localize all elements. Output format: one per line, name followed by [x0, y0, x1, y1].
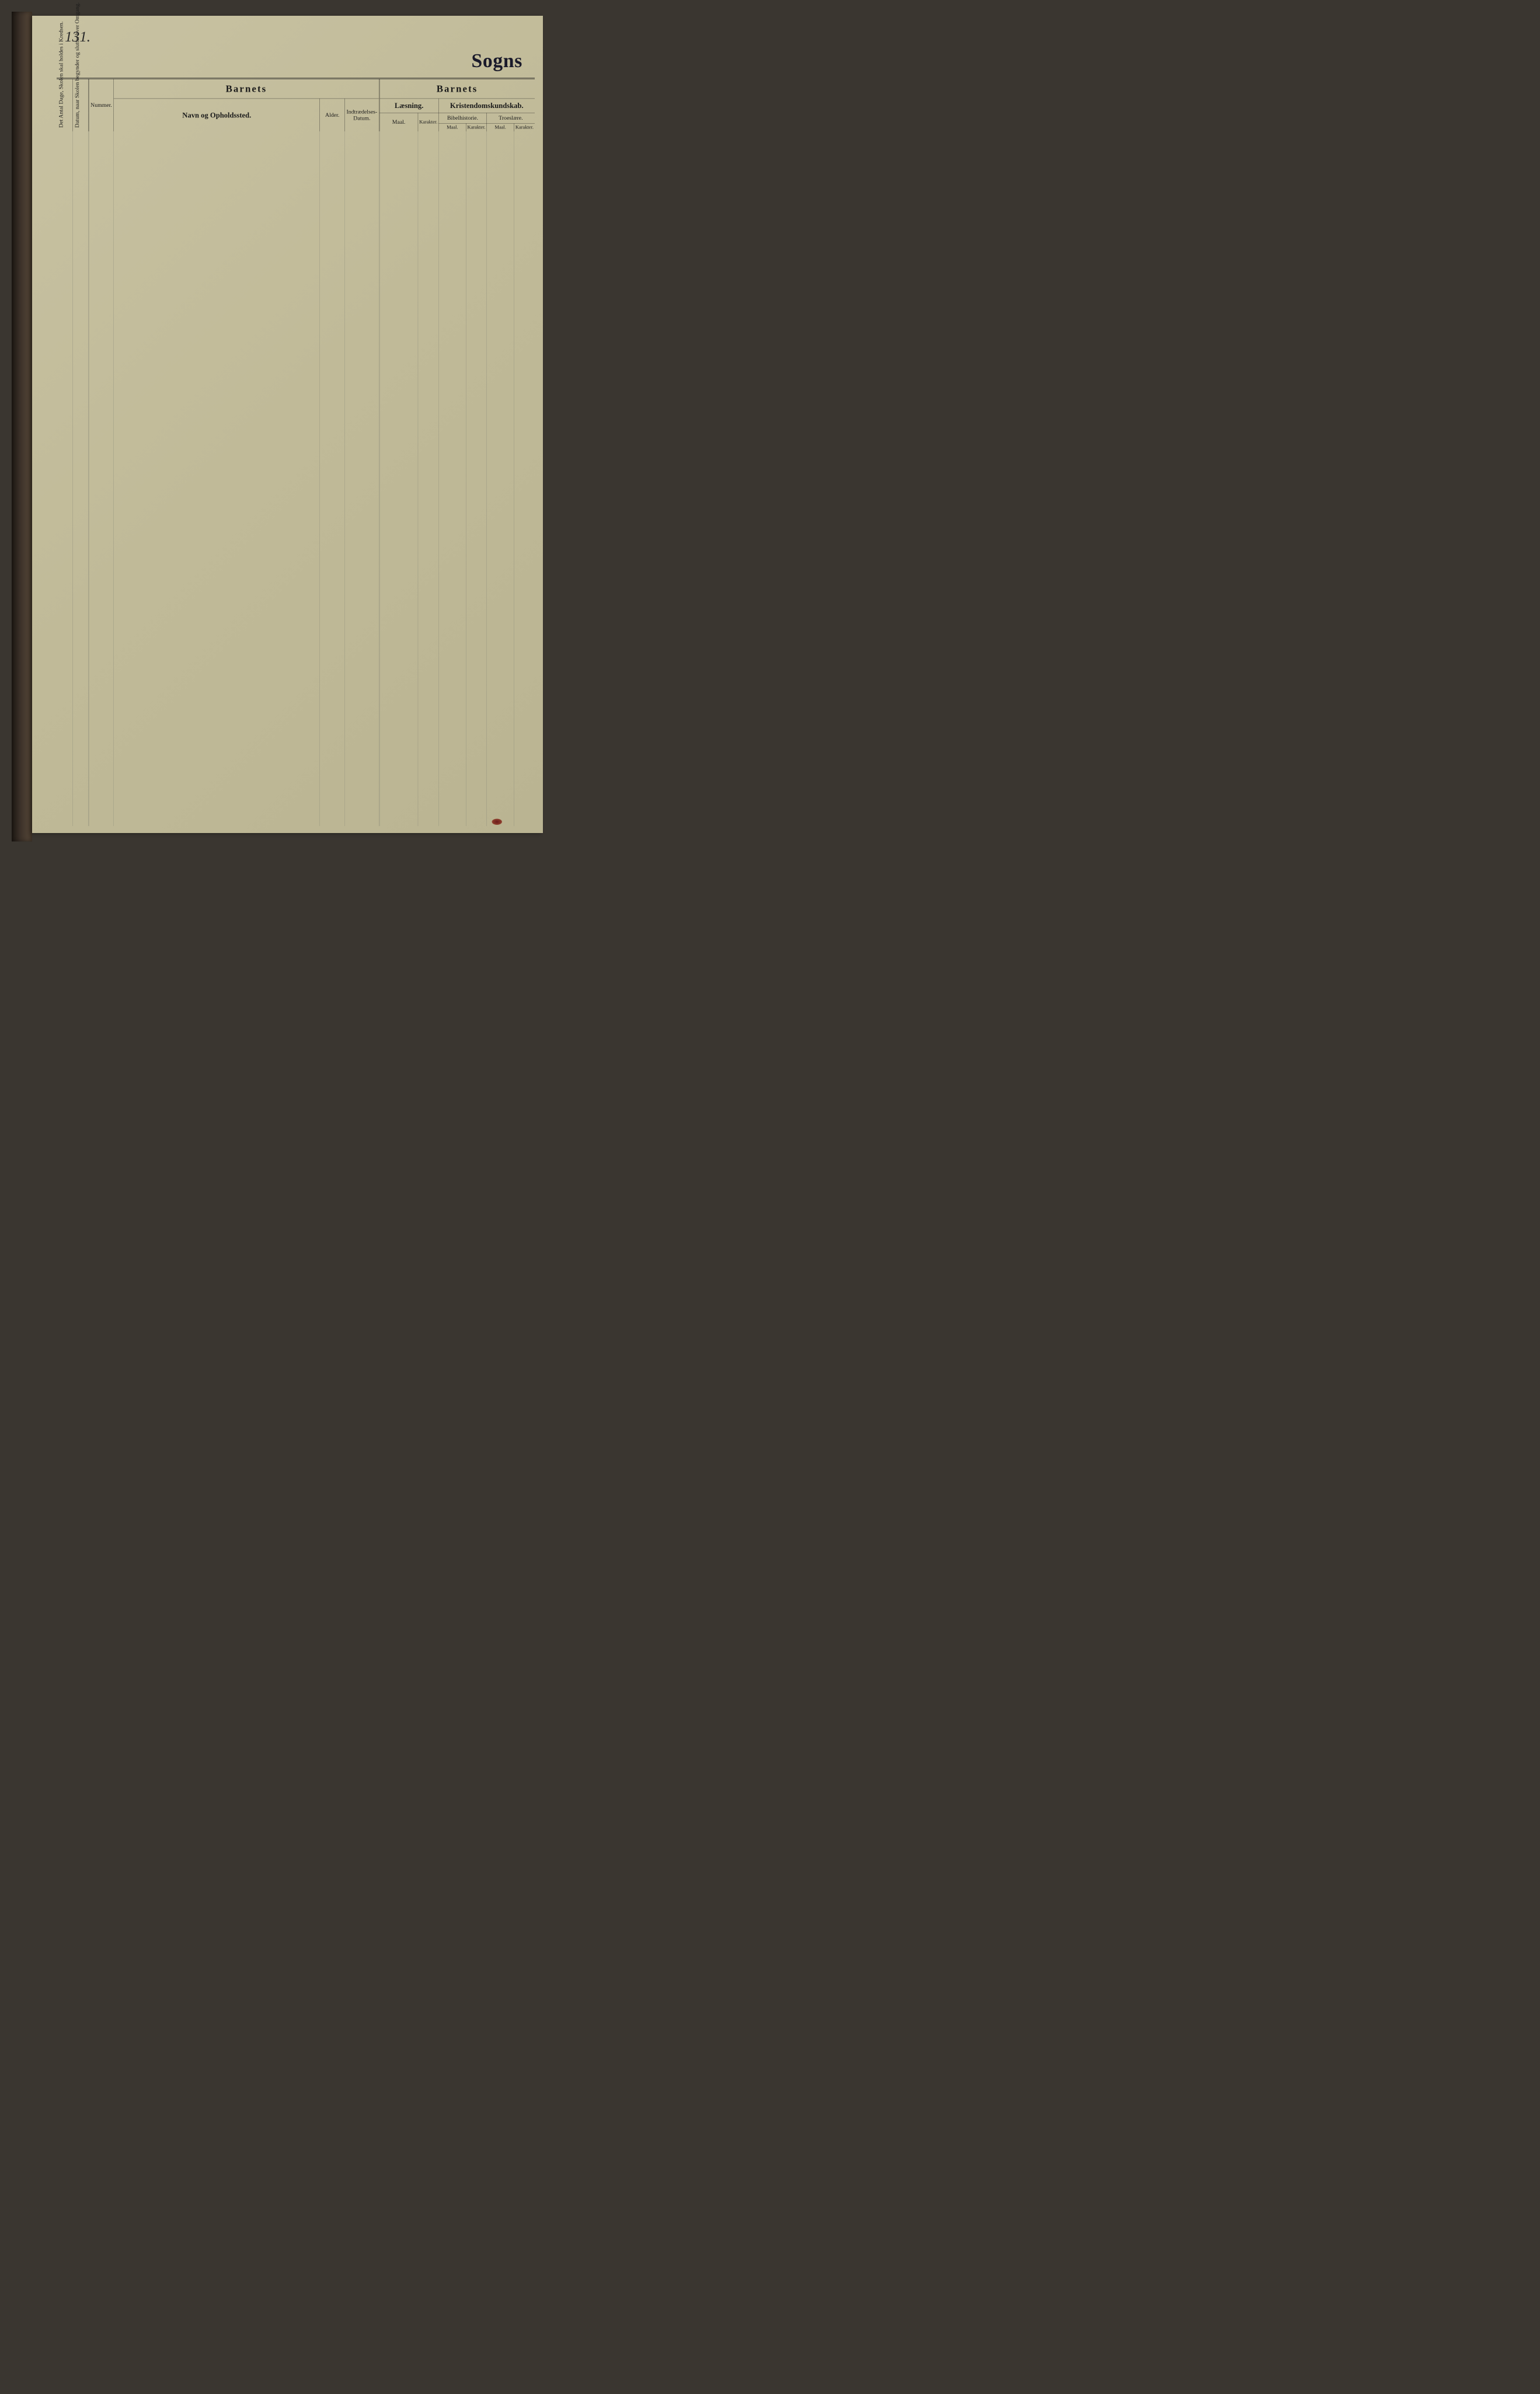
body-col-3	[89, 131, 114, 826]
header-bibel-maal: Maal.	[438, 123, 466, 131]
header-bibelhistorie: Bibelhistorie.	[438, 113, 486, 123]
header-troes-maal: Maal.	[487, 123, 514, 131]
book-spine	[12, 12, 32, 841]
header-laesning: Læsning.	[379, 99, 439, 113]
header-indtrae: Indtrædelses-Datum.	[345, 99, 379, 131]
header-troes-karakter: Karakter.	[514, 123, 535, 131]
body-col-8	[418, 131, 438, 826]
header-barnets-left: Barnets	[114, 79, 379, 99]
body-col-4	[114, 131, 320, 826]
header-nummer: Nummer.	[89, 79, 114, 132]
header-alder: Alder.	[320, 99, 345, 131]
body-col-5	[320, 131, 345, 826]
header-troeslaere: Troeslære.	[487, 113, 535, 123]
header-kristendom: Kristendomskundskab.	[438, 99, 535, 113]
body-col-11	[487, 131, 514, 826]
stain-mark	[492, 819, 503, 825]
body-col-12	[514, 131, 535, 826]
header-bibel-karakter: Karakter.	[466, 123, 486, 131]
ledger-table: Det Antal Dage, Skolen skal holdes i Kre…	[57, 79, 535, 827]
header-laesning-maal: Maal.	[379, 113, 419, 131]
header-barnets-right: Barnets	[379, 79, 535, 99]
body-col-6	[345, 131, 379, 826]
header-datum-skolen: Datum, naar Skolen begynder og slutter h…	[74, 81, 81, 130]
body-col-2	[72, 131, 88, 826]
header-laesning-karakter: Karakter.	[418, 113, 438, 131]
page-container: 131. Sogns	[12, 12, 542, 841]
body-col-9	[438, 131, 466, 826]
body-col-7	[379, 131, 419, 826]
page-title: Sogns	[57, 49, 535, 72]
body-col-1	[57, 131, 72, 826]
table-wrapper: Det Antal Dage, Skolen skal holdes i Kre…	[57, 78, 535, 826]
ledger-page: 131. Sogns	[32, 16, 543, 833]
header-antal-dage: Det Antal Dage, Skolen skal holdes i Kre…	[57, 81, 65, 130]
body-col-10	[466, 131, 486, 826]
page-number: 131.	[57, 28, 535, 45]
table-body	[57, 131, 535, 826]
table-header: Det Antal Dage, Skolen skal holdes i Kre…	[57, 79, 535, 132]
header-navn: Navn og Opholdssted.	[114, 99, 320, 131]
